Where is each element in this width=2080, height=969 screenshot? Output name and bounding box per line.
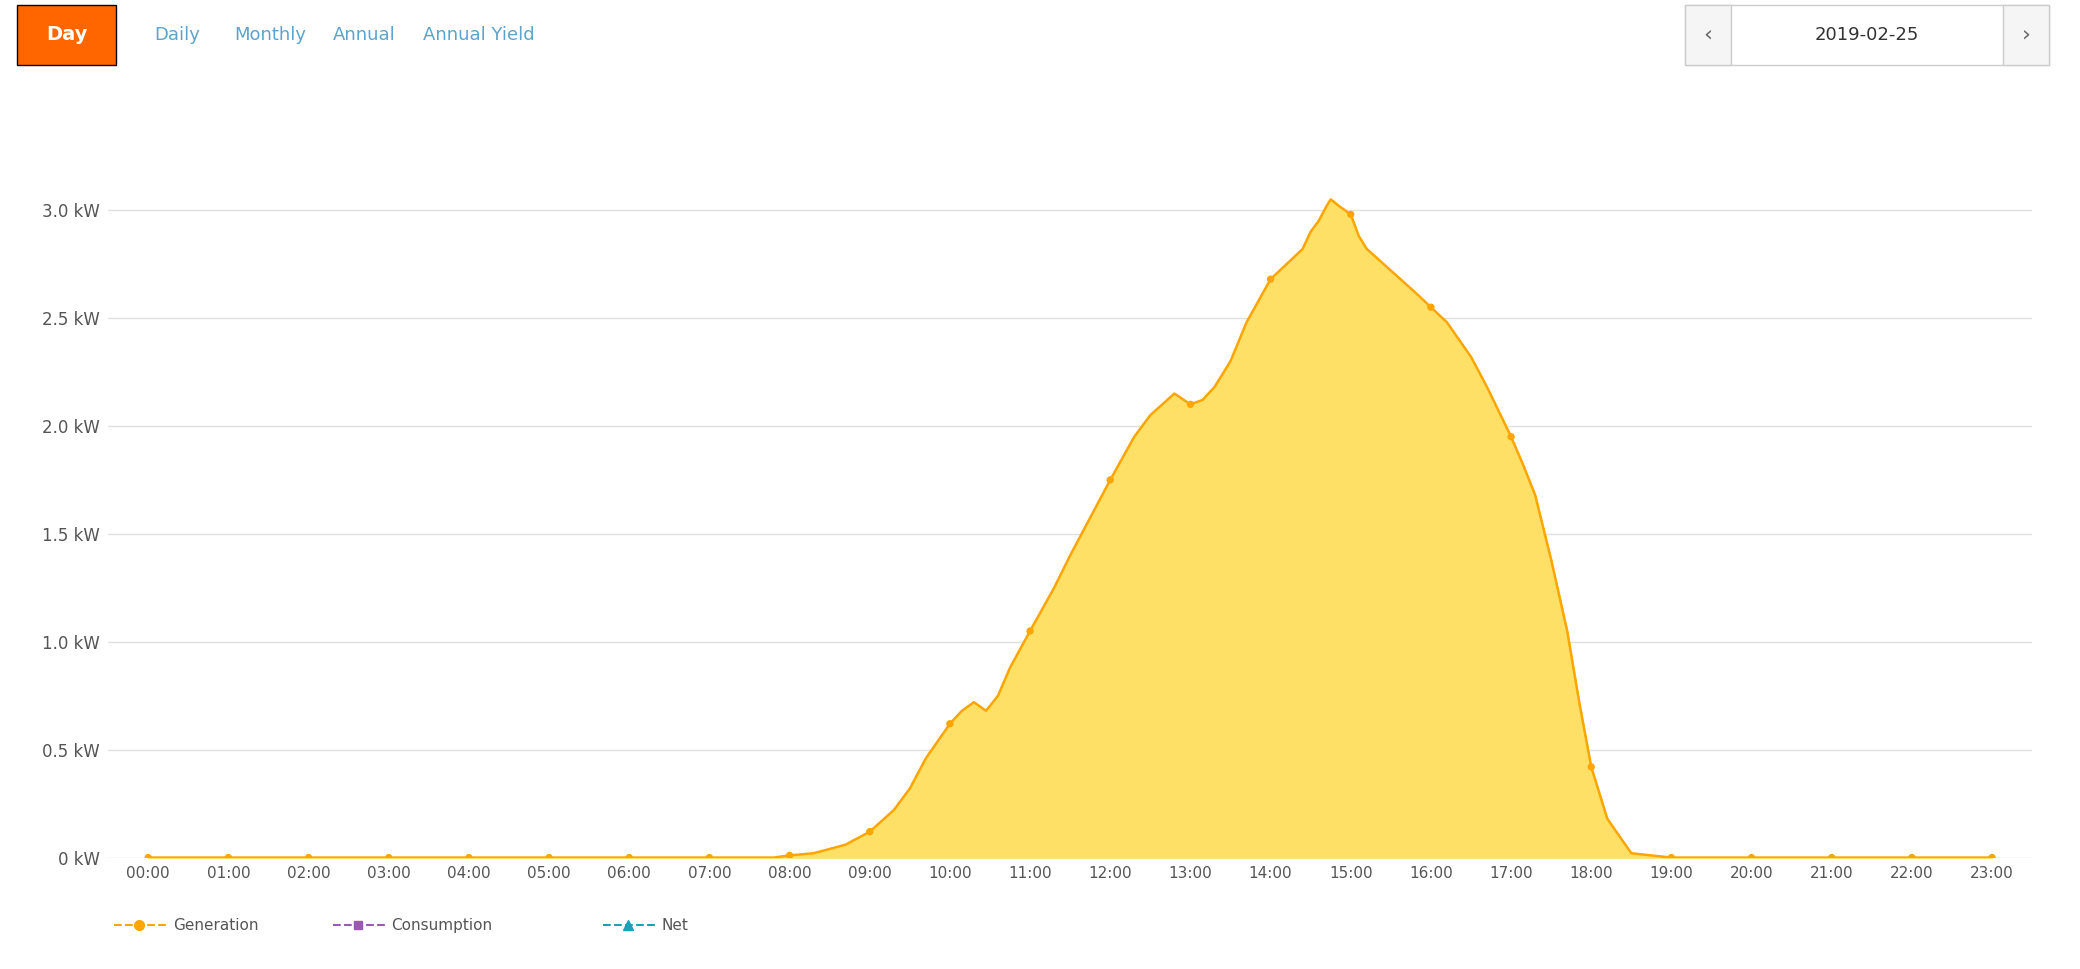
- Point: [291, 850, 324, 865]
- Point: [1254, 271, 1288, 287]
- Point: [1333, 206, 1367, 222]
- Point: [774, 848, 807, 863]
- Point: [131, 850, 164, 865]
- Point: [853, 824, 886, 839]
- Point: [1895, 850, 1928, 865]
- Point: [1493, 429, 1527, 445]
- Point: [451, 850, 485, 865]
- Text: Daily: Daily: [154, 26, 200, 44]
- Text: ‹: ‹: [1704, 25, 1712, 45]
- Point: [1816, 850, 1849, 865]
- Text: Monthly: Monthly: [235, 26, 306, 44]
- Text: Day: Day: [46, 25, 87, 45]
- Point: [1735, 850, 1768, 865]
- Point: [1656, 850, 1689, 865]
- Text: Consumption: Consumption: [391, 918, 493, 933]
- Point: [372, 850, 406, 865]
- Point: [934, 716, 967, 732]
- Point: [1976, 850, 2009, 865]
- Text: 2019-02-25: 2019-02-25: [1814, 26, 1920, 44]
- Point: [1094, 472, 1127, 487]
- Point: [1013, 623, 1046, 639]
- Point: [212, 850, 245, 865]
- Point: [1414, 299, 1448, 315]
- Point: [1173, 396, 1206, 412]
- Text: Net: Net: [661, 918, 688, 933]
- Text: ›: ›: [2022, 25, 2030, 45]
- Text: Annual Yield: Annual Yield: [422, 26, 535, 44]
- Text: Generation: Generation: [173, 918, 258, 933]
- Point: [1575, 759, 1608, 774]
- Point: [693, 850, 726, 865]
- Point: [614, 850, 647, 865]
- Text: Annual: Annual: [333, 26, 395, 44]
- Point: [532, 850, 566, 865]
